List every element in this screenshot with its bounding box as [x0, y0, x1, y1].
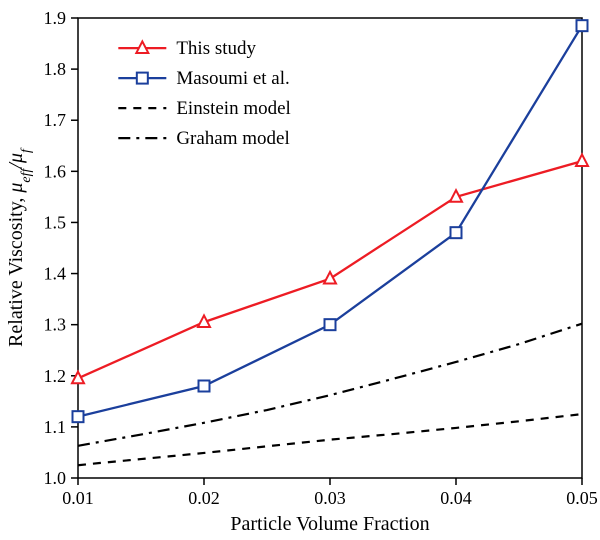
legend-label: Einstein model	[176, 98, 291, 119]
series-line	[78, 26, 582, 417]
y-tick-label: 1.9	[44, 8, 67, 28]
viscosity-chart: 0.01 0.02 0.03 0.04 0.05 Particle Volume Frac…	[0, 0, 600, 540]
legend-label: Graham model	[176, 128, 289, 149]
x-tick-label: 0.01	[62, 488, 94, 508]
series-line	[78, 161, 582, 378]
y-axis-title: Relative Viscosity, μeff/μf	[5, 147, 34, 347]
y-tick-label: 1.4	[44, 264, 67, 284]
y-tick-label: 1.2	[44, 366, 67, 386]
y-tick-label: 1.7	[44, 110, 67, 130]
x-axis-title: Particle Volume Fraction	[230, 513, 429, 535]
y-tick-label: 1.3	[44, 315, 67, 335]
y-tick-label: 1.6	[44, 161, 67, 181]
series-line	[78, 414, 582, 465]
legend-label: This study	[176, 38, 256, 59]
x-tick-label: 0.02	[188, 488, 220, 508]
y-tick-label: 1.0	[44, 468, 67, 488]
y-tick-label: 1.8	[44, 59, 67, 79]
y-tick-label: 1.1	[44, 417, 67, 437]
series-line	[78, 324, 582, 446]
x-tick-label: 0.04	[440, 488, 472, 508]
x-tick-label: 0.03	[314, 488, 346, 508]
x-tick-label: 0.05	[566, 488, 598, 508]
y-tick-label: 1.5	[44, 212, 67, 232]
legend-label: Masoumi et al.	[176, 68, 289, 89]
